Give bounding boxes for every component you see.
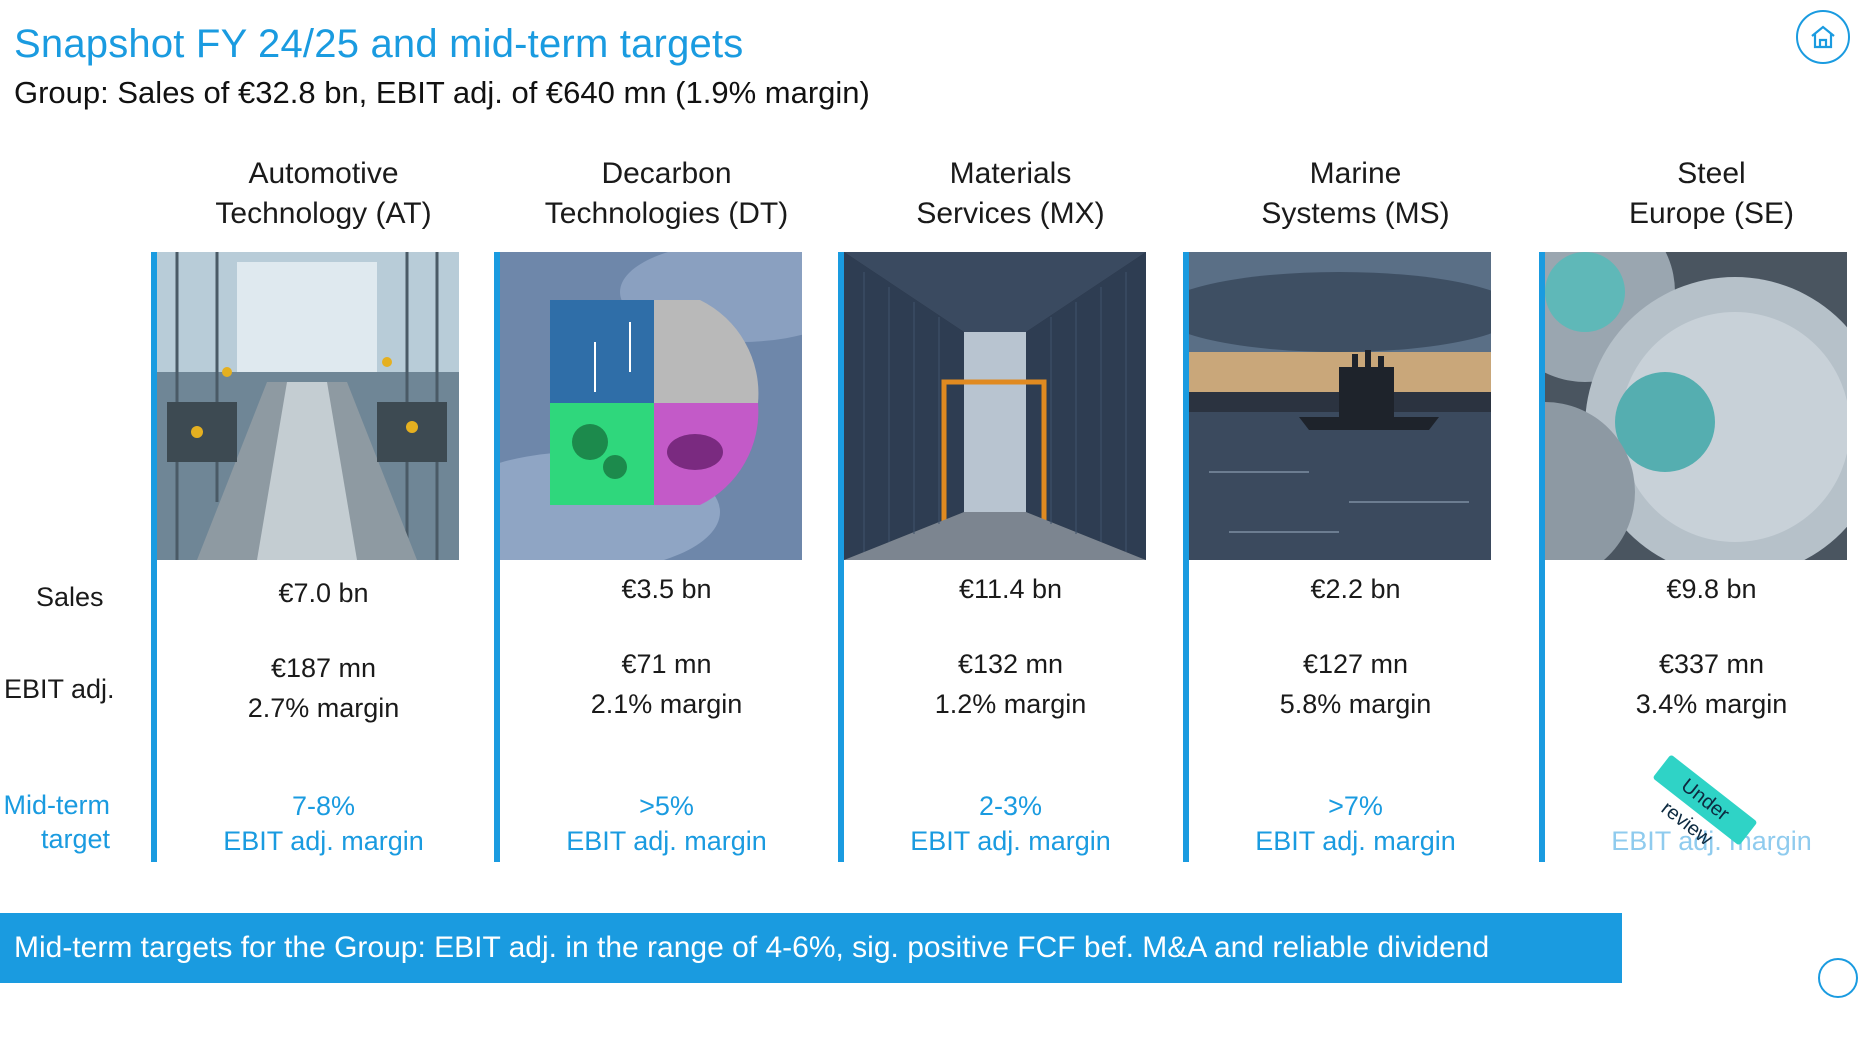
segment-ebit: €127 mn [1302, 649, 1409, 679]
segment-sales: €7.0 bn [278, 578, 369, 608]
segment-accent-bar [1183, 252, 1189, 862]
segment-sales: €9.8 bn [1666, 574, 1757, 604]
segment-header: Marine Systems (MS) [1261, 157, 1450, 230]
home-button[interactable] [1796, 10, 1850, 64]
segment-margin: 2.1% margin [590, 689, 743, 719]
row-label-target-2: target [40, 824, 110, 854]
segment-sales: €3.5 bn [621, 574, 712, 604]
segment-target: >5% [639, 791, 694, 821]
segment-margin: 1.2% margin [934, 689, 1087, 719]
segment-target: 2-3% [978, 791, 1043, 821]
segment-header: Steel Europe (SE) [1628, 157, 1795, 230]
group-targets-banner: Mid-term targets for the Group: EBIT adj… [0, 913, 1622, 1034]
segment-ebit: €337 mn [1658, 649, 1765, 679]
segment-target-metric: EBIT adj. margin [910, 826, 1111, 856]
segment-margin: 5.8% margin [1279, 689, 1432, 719]
segment-accent-bar [494, 252, 500, 862]
segment-image-warehouse [844, 252, 1146, 560]
segment-header: Materials Services (MX) [916, 157, 1105, 230]
segment-target-metric: EBIT adj. margin [1255, 826, 1456, 856]
page-subtitle: Group: Sales of €32.8 bn, EBIT adj. of €… [14, 75, 870, 110]
segment-target: 7-8% [291, 791, 356, 821]
segment-target: >7% [1328, 791, 1383, 821]
segment-accent-bar [151, 252, 157, 862]
segment-accent-bar [838, 252, 844, 862]
segment-margin: 3.4% margin [1635, 689, 1788, 719]
row-label-ebit: EBIT adj. [4, 674, 115, 704]
segment-image-submarine [1189, 252, 1491, 560]
segment-image-factory [157, 252, 459, 560]
segment-image-steel-coils [1545, 252, 1847, 560]
segment-header: Decarbon Technologies (DT) [544, 157, 789, 230]
corner-decoration [1818, 958, 1858, 998]
page-title: Snapshot FY 24/25 and mid-term targets [14, 22, 744, 66]
segment-accent-bar [1539, 252, 1545, 862]
row-label-target-1: Mid-term [3, 790, 111, 820]
segment-ebit: €132 mn [957, 649, 1064, 679]
segment-margin: 2.7% margin [247, 693, 400, 723]
segment-ebit: €187 mn [270, 653, 377, 683]
home-icon [1811, 25, 1835, 49]
row-label-sales: Sales [36, 582, 104, 612]
segment-target-metric: EBIT adj. margin [223, 826, 424, 856]
segment-ebit: €71 mn [621, 649, 712, 679]
segment-sales: €11.4 bn [958, 574, 1063, 604]
segment-image-decarbon [500, 252, 802, 560]
segment-header: Automotive Technology (AT) [215, 157, 432, 230]
segment-target-metric: EBIT adj. margin [566, 826, 767, 856]
segment-sales: €2.2 bn [1310, 574, 1401, 604]
